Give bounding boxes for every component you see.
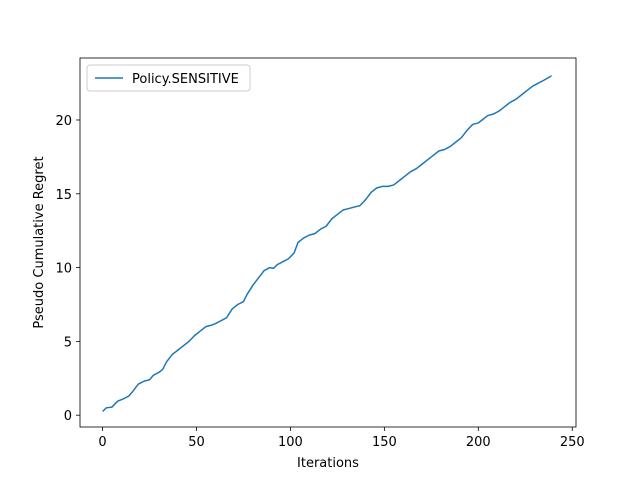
axes-frame [79, 57, 577, 428]
x-tick-label: 200 [466, 435, 491, 450]
y-tick-label: 20 [55, 114, 72, 129]
y-tick-label: 10 [55, 262, 72, 277]
series-line-0 [102, 75, 552, 413]
legend-label: Policy.SENSITIVE [132, 72, 239, 87]
y-tick-label: 15 [55, 188, 72, 203]
x-tick-label: 50 [188, 435, 205, 450]
axes: 0 50 100 150 200 250 0 5 10 15 20 [55, 57, 585, 450]
legend: Policy.SENSITIVE [86, 64, 251, 92]
x-tick-label: 150 [372, 435, 397, 450]
y-tick-label: 5 [64, 335, 72, 350]
x-tick-label: 0 [98, 435, 106, 450]
x-axis-label: Iterations [297, 456, 359, 471]
y-axis-label: Pseudo Cumulative Regret [32, 156, 47, 328]
x-tick-label: 250 [560, 435, 585, 450]
legend-box [86, 64, 251, 92]
plot-area [102, 75, 552, 413]
y-tick-label: 0 [64, 409, 72, 424]
x-tick-label: 100 [278, 435, 303, 450]
